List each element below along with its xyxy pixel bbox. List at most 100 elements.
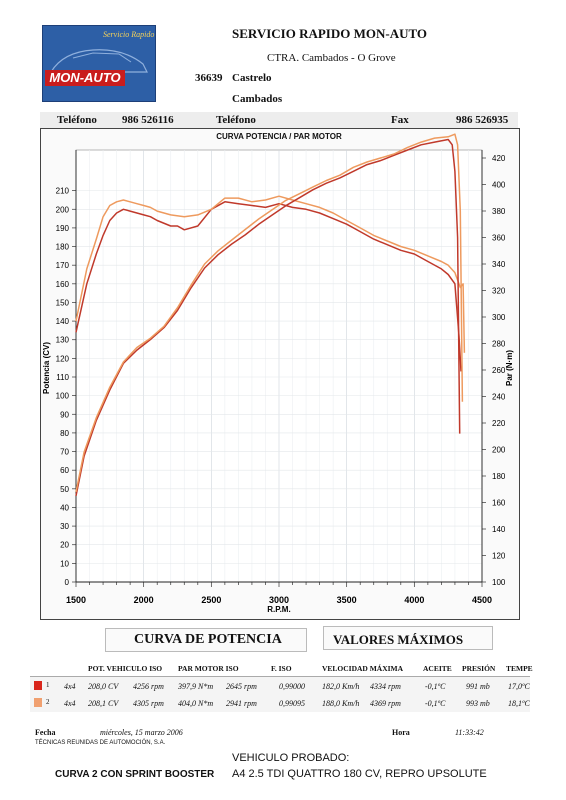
max-title-box <box>323 626 493 650</box>
x-tick-label: 2500 <box>201 595 221 605</box>
y-right-tick-label: 140 <box>492 525 506 534</box>
contact-bar <box>40 112 518 128</box>
power-torque-chart: 0 10 20 30 40 50 60 70 80 90 100 110 120 130 140 150 160… <box>42 133 514 614</box>
table-header: VELOCIDAD MÁXIMA <box>322 664 404 673</box>
time-value: 11:33:42 <box>455 728 484 737</box>
oil-temperature: -0,1ºC <box>425 682 446 691</box>
y-right-tick-label: 300 <box>492 313 506 322</box>
y-right-tick-label: 180 <box>492 472 506 481</box>
y-left-tick-label: 180 <box>56 243 70 252</box>
temperature: 17,0ºC <box>508 682 530 691</box>
city-name: Castrelo <box>232 72 272 84</box>
y-right-tick-label: 280 <box>492 340 506 349</box>
drive-type: 4x4 <box>64 682 76 691</box>
max-torque-rpm: 2941 rpm <box>226 699 257 708</box>
logo-brand-name: MON-AUTO <box>45 70 125 86</box>
y-right-tick-label: 380 <box>492 207 506 216</box>
max-speed-rpm: 4334 rpm <box>370 682 401 691</box>
y-left-tick-label: 130 <box>56 336 70 345</box>
max-power-rpm: 4305 rpm <box>133 699 164 708</box>
curve-title-box <box>105 628 307 652</box>
series-color-swatch <box>34 681 42 690</box>
x-tick-label: 3000 <box>269 595 289 605</box>
y-left-tick-label: 120 <box>56 354 70 363</box>
y-right-tick-label: 320 <box>492 287 506 296</box>
y-right-tick-label: 100 <box>492 578 506 587</box>
y-left-tick-label: 20 <box>60 541 69 550</box>
table-header: POT. VEHICULO ISO <box>88 664 163 673</box>
y-right-tick-label: 160 <box>492 499 506 508</box>
y-left-tick-label: 50 <box>60 485 69 494</box>
x-tick-label: 2000 <box>134 595 154 605</box>
row-number: 2 <box>46 698 50 706</box>
max-speed: 188,0 Km/h <box>322 699 360 708</box>
max-speed-rpm: 4369 rpm <box>370 699 401 708</box>
table-header: PRESIÓN <box>462 664 496 673</box>
y-left-tick-label: 100 <box>56 392 70 401</box>
iso-factor: 0,99000 <box>279 682 305 691</box>
max-torque-rpm: 2645 rpm <box>226 682 257 691</box>
x-axis-title: R.P.M. <box>267 605 290 614</box>
y-right-tick-label: 200 <box>492 446 506 455</box>
max-speed: 182,0 Km/h <box>322 682 360 691</box>
y-right-tick-label: 240 <box>492 393 506 402</box>
y-left-tick-label: 10 <box>60 559 69 568</box>
y-left-tick-label: 190 <box>56 224 70 233</box>
fax-label: Fax <box>391 114 409 126</box>
table-header: F. ISO <box>271 664 292 673</box>
logo-script-text: Servicio Rapido <box>103 30 155 39</box>
x-tick-label: 1500 <box>66 595 86 605</box>
max-power: 208,1 CV <box>88 699 119 708</box>
pressure: 993 mb <box>466 699 490 708</box>
max-section-title: VALORES MÁXIMOS <box>333 632 464 647</box>
y-left-tick-label: 110 <box>56 373 69 382</box>
y-right-axis-title: Par (N·m) <box>505 350 514 386</box>
curve-section-title: CURVA DE POTENCIA <box>134 632 282 647</box>
y-left-tick-label: 160 <box>56 280 70 289</box>
curve-note: CURVA 2 CON SPRINT BOOSTER <box>55 769 215 780</box>
results-table: POT. VEHICULO ISO PAR MOTOR ISO F. ISO VELO… <box>30 664 533 712</box>
y-left-tick-label: 70 <box>60 448 69 457</box>
y-left-tick-label: 40 <box>60 503 69 512</box>
fax-number: 986 526935 <box>456 114 509 126</box>
x-tick-label: 4500 <box>472 595 492 605</box>
company-subtitle: TÉCNICAS REUNIDAS DE AUTOMOCIÓN, S.A. <box>35 740 166 746</box>
y-right-tick-label: 120 <box>492 552 506 561</box>
date-value: miércoles, 15 marzo 2006 <box>100 728 183 737</box>
oil-temperature: -0,1ºC <box>425 699 446 708</box>
company-name: SERVICIO RAPIDO MON-AUTO <box>232 26 428 41</box>
y-left-tick-label: 80 <box>60 429 69 438</box>
y-right-tick-label: 360 <box>492 234 506 243</box>
max-torque: 397,9 N*m <box>178 682 214 691</box>
y-left-tick-label: 210 <box>56 187 70 196</box>
phone2-label: Teléfono <box>216 114 256 126</box>
torque-curve-2 <box>75 133 464 493</box>
car-silhouette-icon <box>49 49 148 73</box>
town-name: Cambados <box>232 93 283 105</box>
y-left-tick-label: 30 <box>60 522 69 531</box>
y-right-tick-label: 220 <box>492 419 506 428</box>
results-table-divider <box>30 676 530 677</box>
max-power-rpm: 4256 rpm <box>133 682 164 691</box>
temperature: 18,1ºC <box>508 699 530 708</box>
y-right-tick-label: 420 <box>492 154 506 163</box>
power-curve-1 <box>75 201 462 372</box>
y-left-tick-label: 170 <box>56 261 70 270</box>
y-left-tick-label: 90 <box>60 410 69 419</box>
max-power: 208,0 CV <box>88 682 119 691</box>
y-right-tick-label: 400 <box>492 181 506 190</box>
y-left-tick-label: 60 <box>60 466 69 475</box>
phone-label: Teléfono <box>57 114 97 126</box>
time-label: Hora <box>392 728 410 737</box>
torque-curve-1 <box>75 138 461 497</box>
y-left-tick-label: 140 <box>56 317 70 326</box>
series-color-swatch <box>34 698 42 707</box>
y-left-axis-title: Potencia (CV) <box>42 342 51 394</box>
power-curve-2 <box>75 195 466 353</box>
phone-number: 986 526116 <box>122 114 174 126</box>
chart-title: CURVA POTENCIA / PAR MOTOR <box>216 132 342 141</box>
x-tick-label: 4000 <box>404 595 424 605</box>
company-logo: Servicio Rapido MON-AUTO <box>42 25 156 102</box>
postal-code: 36639 <box>195 72 223 84</box>
vehicle-label: VEHICULO PROBADO: <box>232 752 350 764</box>
